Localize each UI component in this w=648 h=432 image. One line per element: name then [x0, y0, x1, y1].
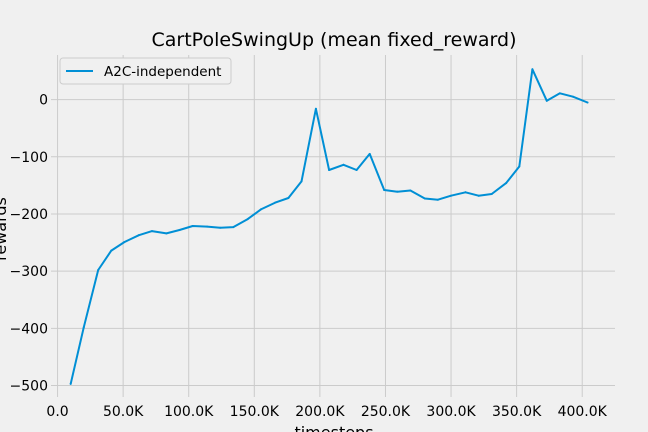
x-axis-label: timesteps	[294, 423, 373, 432]
y-tick-label: 0	[39, 93, 48, 109]
y-tick-label: −400	[10, 321, 48, 337]
data-point	[97, 269, 100, 272]
data-point	[423, 197, 426, 200]
data-point	[572, 95, 575, 98]
legend: A2C-independent	[59, 57, 232, 85]
data-point	[69, 382, 72, 385]
data-point	[287, 196, 290, 199]
x-tick-label: 400.0K	[558, 404, 608, 420]
data-point	[259, 208, 262, 211]
data-point	[383, 188, 386, 191]
data-point	[355, 168, 358, 171]
data-point	[328, 168, 331, 171]
series	[69, 68, 589, 385]
x-tick-label: 150.0K	[230, 404, 280, 420]
data-point	[123, 241, 126, 244]
x-tick-label: 250.0K	[361, 404, 411, 420]
tick-labels: 0.0 50.0K 100.0K 150.0K 200.0K 250.0K 300.0K 35…	[10, 93, 608, 420]
data-point	[450, 194, 453, 197]
data-point	[545, 99, 548, 102]
data-point	[274, 201, 277, 204]
x-tick-label: 300.0K	[426, 404, 476, 420]
data-point	[246, 218, 249, 221]
data-point	[110, 249, 113, 252]
data-point	[191, 225, 194, 227]
x-tick-label: 100.0K	[164, 404, 214, 420]
data-point	[165, 232, 168, 235]
data-point	[314, 107, 317, 110]
data-point	[490, 192, 493, 195]
x-tick-label: 350.0K	[492, 404, 542, 420]
data-point	[178, 229, 181, 232]
data-point	[464, 191, 467, 194]
y-tick-label: −200	[10, 207, 48, 223]
data-point	[219, 226, 222, 229]
data-point	[505, 182, 508, 185]
grid	[51, 55, 615, 397]
data-point	[518, 165, 521, 168]
legend-frame	[59, 57, 232, 85]
data-point	[368, 152, 371, 155]
chart-title: CartPoleSwingUp (mean fixed_reward)	[152, 29, 517, 51]
data-point	[477, 194, 480, 197]
y-tick-label: −500	[10, 379, 48, 395]
data-point	[232, 226, 235, 229]
legend-label: A2C-independent	[104, 64, 221, 80]
data-point	[396, 190, 399, 193]
data-point	[436, 198, 439, 201]
x-tick-label: 200.0K	[295, 404, 345, 420]
data-point	[342, 163, 345, 166]
data-point	[586, 101, 589, 104]
y-tick-label: −300	[10, 264, 48, 280]
data-point	[558, 92, 561, 95]
x-tick-label: 0.0	[46, 404, 68, 420]
data-point	[206, 225, 209, 228]
data-point	[531, 68, 534, 71]
data-point	[137, 234, 140, 237]
data-point	[300, 180, 303, 183]
y-tick-label: −100	[10, 150, 48, 166]
data-point	[82, 326, 85, 329]
data-point	[409, 189, 412, 192]
data-point	[150, 230, 153, 233]
y-axis-label: rewards	[0, 197, 10, 261]
x-tick-label: 50.0K	[103, 404, 144, 420]
